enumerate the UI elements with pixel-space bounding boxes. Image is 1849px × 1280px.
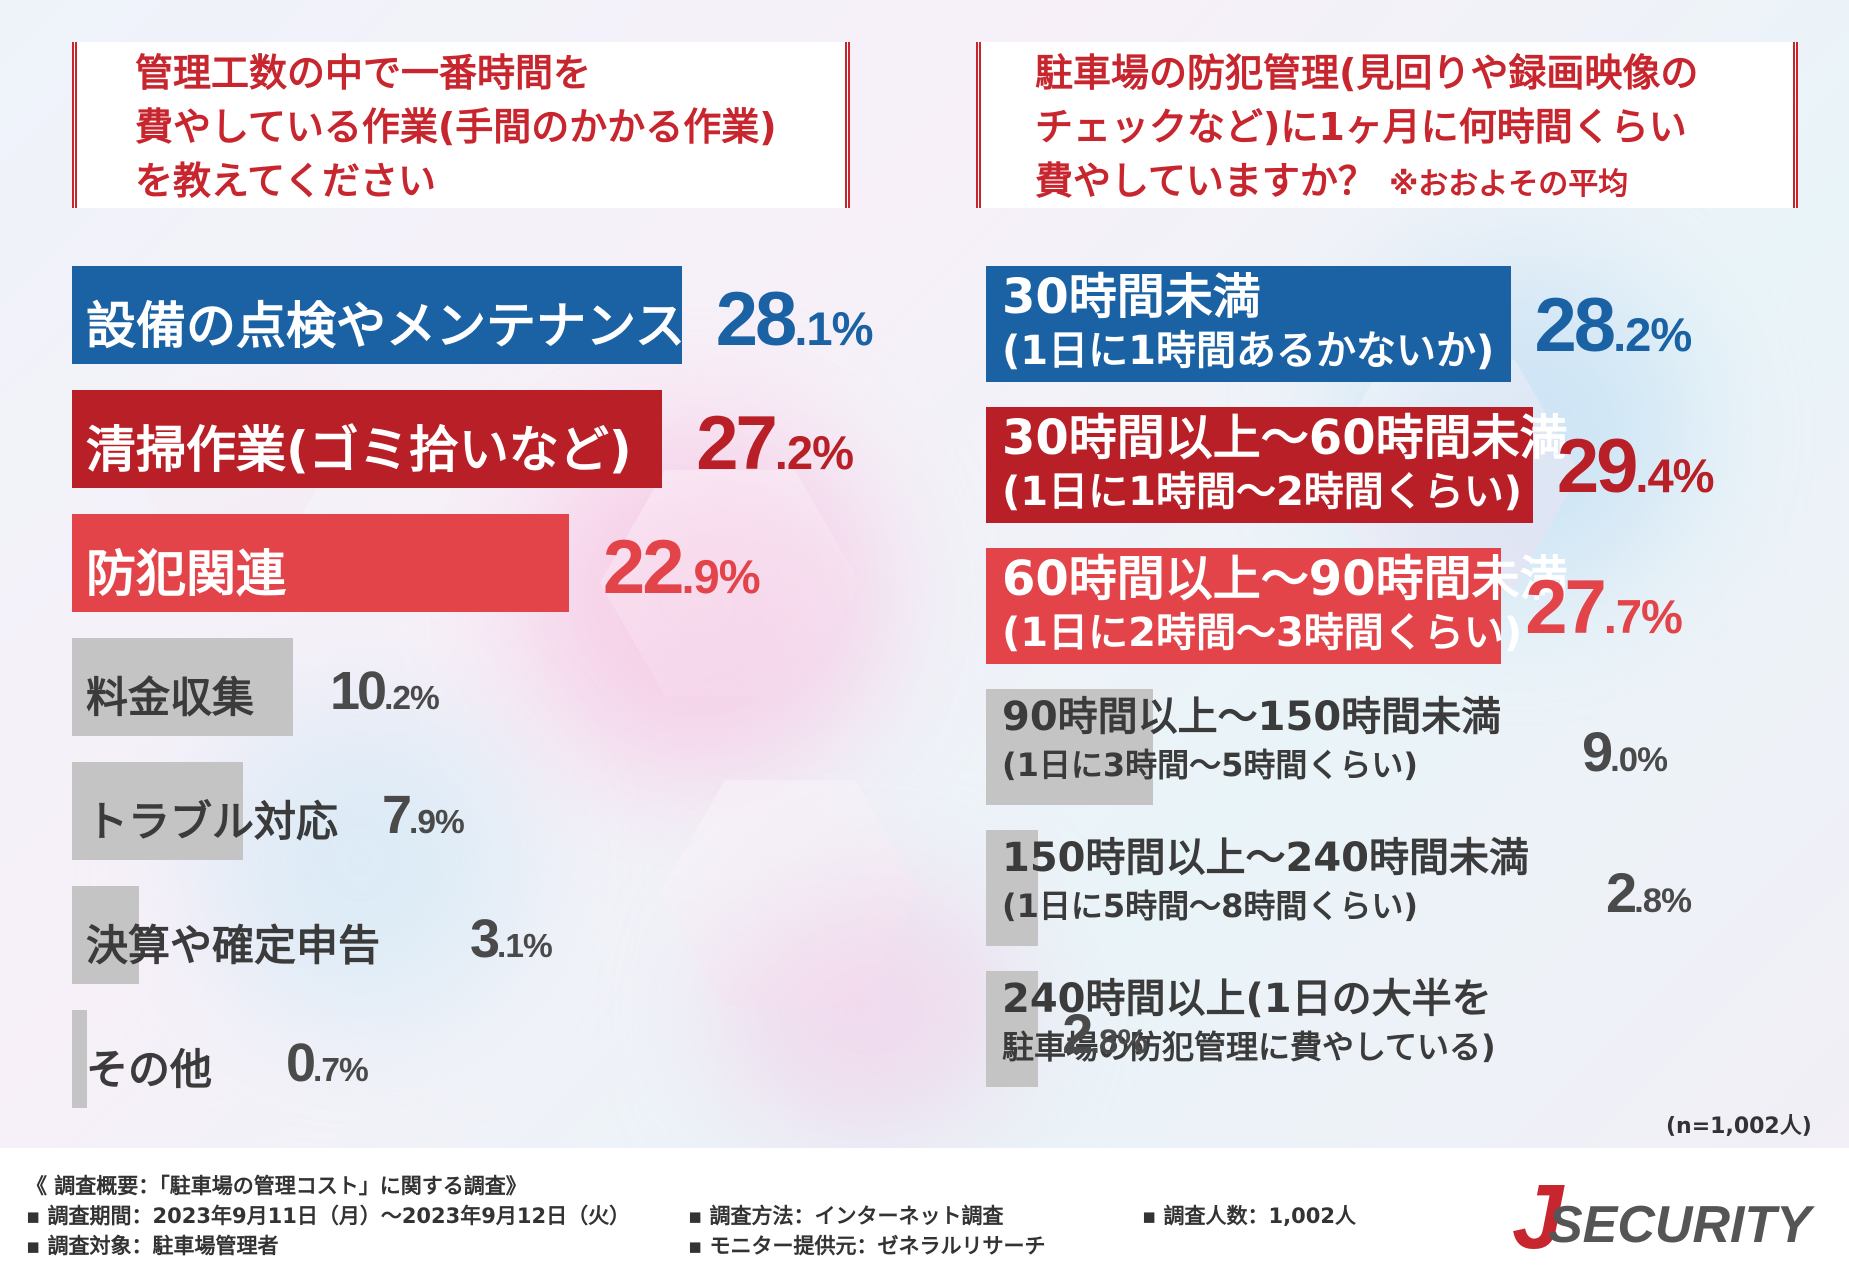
chart-category-label-sub: (1日に1時間あるかないか) [1002, 328, 1495, 374]
chart-category-label: 設備の点検やメンテナンス [86, 297, 685, 355]
chart-value-integer: 28 [715, 277, 798, 362]
chart-category-label-sub: 駐車場の防犯管理に費やしている) [1002, 1028, 1496, 1066]
survey-method: ▪ 調査方法：インターネット調査 [688, 1204, 1004, 1228]
logo-initial: J [1512, 1168, 1565, 1268]
chart-category-label: 防犯関連 [86, 545, 286, 603]
chart-value-decimal: .8% [1634, 882, 1692, 920]
chart-value-label: 2.8% [1606, 860, 1692, 925]
chart-category-label-sub: (1日に3時間～5時間くらい) [1002, 746, 1419, 784]
chart-category-label-sub: (1日に1時間～2時間くらい) [1002, 469, 1523, 515]
chart-category-label: 清掃作業(ゴミ拾いなど) [86, 421, 632, 479]
survey-target: ▪ 調査対象：駐車場管理者 [26, 1234, 279, 1258]
chart-value-label: 22.9% [602, 524, 761, 611]
background-glow [720, 880, 1020, 1140]
chart-value-decimal: .8% [1090, 1023, 1148, 1061]
chart-value-integer: 28 [1534, 283, 1617, 368]
chart-value-integer: 2 [1606, 861, 1637, 924]
chart-bar [986, 266, 1511, 382]
chart-value-integer: 9 [1582, 720, 1613, 783]
logo-text: SECURITY [1548, 1196, 1815, 1254]
left-question-text: 管理工数の中で一番時間を 費やしている作業(手間のかかる作業) を教えてください [135, 51, 777, 203]
chart-value-decimal: .7% [1603, 590, 1683, 643]
chart-value-integer: 22 [602, 525, 685, 610]
chart-value-label: 7.9% [382, 784, 465, 846]
chart-value-integer: 29 [1556, 424, 1639, 509]
right-question-main: 駐車場の防犯管理(見回りや録画映像の チェックなど)に1ヶ月に何時間くらい 費や… [1035, 51, 1699, 203]
right-question-box: 駐車場の防犯管理(見回りや録画映像の チェックなど)に1ヶ月に何時間くらい 費や… [976, 42, 1798, 208]
chart-category-label: 90時間以上～150時間未満 (1日に3時間～5時間くらい) [1002, 693, 1501, 789]
chart-category-label-sub: (1日に5時間～8時間くらい) [1002, 887, 1419, 925]
chart-value-integer: 3 [470, 909, 500, 969]
chart-value-label: 3.1% [470, 908, 553, 970]
chart-bar [986, 407, 1533, 523]
chart-value-integer: 2 [1062, 1002, 1093, 1065]
survey-period: ▪ 調査期間：2023年9月11日（月）～2023年9月12日（火） [26, 1204, 631, 1228]
survey-provider: ▪ モニター提供元：ゼネラルリサーチ [688, 1234, 1046, 1258]
chart-value-decimal: .9% [681, 550, 760, 603]
chart-value-decimal: .1% [497, 928, 553, 965]
chart-category-label: 240時間以上(1日の大半を駐車場の防犯管理に費やしている) [1002, 975, 1496, 1071]
chart-bar [986, 971, 1039, 1087]
company-logo: J SECURITY [1512, 1168, 1815, 1268]
chart-value-label: 0.7% [286, 1032, 369, 1094]
chart-category-label-main: 90時間以上～150時間未満 [1002, 694, 1502, 740]
chart-category-label: トラブル対応 [86, 797, 339, 846]
chart-category-label-sub: (1日に2時間～3時間くらい) [1002, 610, 1523, 656]
chart-value-integer: 7 [382, 785, 412, 845]
chart-value-integer: 10 [330, 661, 387, 721]
left-question-box: 管理工数の中で一番時間を 費やしている作業(手間のかかる作業) を教えてください [72, 42, 850, 208]
chart-bar [72, 638, 294, 736]
chart-category-label: 30時間以上～60時間未満 (1日に1時間～2時間くらい) [1002, 411, 1568, 519]
sample-size-note: (n=1,002人) [1666, 1114, 1812, 1139]
chart-value-integer: 27 [1525, 565, 1607, 650]
chart-category-label-main: 60時間以上～90時間未満 [1002, 551, 1568, 607]
chart-value-label: 2.8% [1062, 1001, 1148, 1066]
chart-bar [986, 689, 1154, 805]
chart-category-label: 30時間未満 (1日に1時間あるかないか) [1002, 270, 1494, 378]
survey-title: 《 調査概要：「駐車場の管理コスト」に関する調査》 [26, 1174, 527, 1198]
chart-value-label: 28.1% [715, 276, 874, 363]
chart-value-decimal: .2% [384, 680, 440, 717]
chart-bar [986, 548, 1502, 664]
survey-count: ▪ 調査人数：1,002人 [1142, 1204, 1356, 1228]
chart-bar [986, 830, 1039, 946]
chart-value-decimal: .2% [1613, 308, 1692, 361]
chart-value-decimal: .4% [1635, 449, 1714, 502]
chart-value-decimal: .0% [1610, 741, 1668, 779]
chart-value-decimal: .7% [313, 1052, 369, 1089]
chart-value-label: 28.2% [1534, 282, 1693, 369]
chart-bar [72, 1010, 88, 1108]
chart-category-label-main: 30時間未満 [1002, 269, 1261, 325]
chart-bar [72, 266, 682, 364]
chart-value-integer: 0 [286, 1033, 316, 1093]
chart-value-label: 10.2% [330, 660, 440, 722]
chart-value-label: 29.4% [1556, 423, 1715, 510]
chart-bar [72, 390, 663, 488]
right-question-note: ※おおよその平均 [1389, 167, 1629, 202]
chart-category-label: 60時間以上～90時間未満 (1日に2時間～3時間くらい) [1002, 552, 1568, 660]
chart-category-label-main: 150時間以上～240時間未満 [1002, 835, 1529, 881]
chart-category-label-main: 30時間以上～60時間未満 [1002, 410, 1568, 466]
footer: 《 調査概要：「駐車場の管理コスト」に関する調査》 ▪ 調査期間：2023年9月… [0, 1148, 1849, 1280]
chart-category-label: その他 [86, 1045, 213, 1094]
right-question-text: 駐車場の防犯管理(見回りや録画映像の チェックなど)に1ヶ月に何時間くらい 費や… [1035, 46, 1698, 212]
chart-category-label-main: 240時間以上(1日の大半を [1002, 976, 1492, 1022]
chart-bar [72, 886, 140, 984]
chart-value-integer: 27 [696, 401, 778, 486]
chart-value-decimal: .2% [774, 426, 854, 479]
chart-bar [72, 762, 244, 860]
background-glow [200, 700, 520, 1020]
chart-value-label: 9.0% [1582, 719, 1668, 784]
chart-value-decimal: .9% [409, 804, 465, 841]
chart-category-label: 150時間以上～240時間未満 (1日に5時間～8時間くらい) [1002, 834, 1529, 930]
chart-category-label: 料金収集 [86, 673, 255, 722]
chart-category-label: 決算や確定申告 [86, 921, 381, 970]
chart-bar [72, 514, 569, 612]
chart-value-label: 27.2% [696, 400, 854, 487]
chart-value-decimal: .1% [794, 302, 873, 355]
chart-value-label: 27.7% [1525, 564, 1683, 651]
